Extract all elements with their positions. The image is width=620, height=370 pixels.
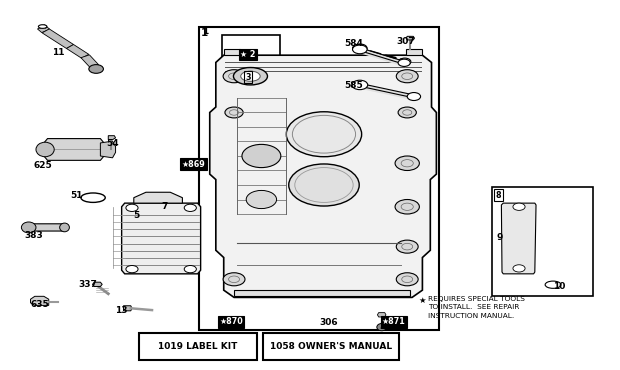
Text: 635: 635 xyxy=(30,300,49,309)
Polygon shape xyxy=(406,49,422,55)
Ellipse shape xyxy=(21,222,36,233)
Polygon shape xyxy=(108,136,115,139)
Ellipse shape xyxy=(395,156,419,171)
Text: 54: 54 xyxy=(106,139,119,148)
Ellipse shape xyxy=(241,71,260,81)
Ellipse shape xyxy=(377,323,386,331)
Polygon shape xyxy=(134,192,182,203)
Text: 307: 307 xyxy=(379,322,399,331)
Text: 8: 8 xyxy=(495,191,501,200)
Ellipse shape xyxy=(407,92,420,101)
Ellipse shape xyxy=(399,58,411,65)
Text: 337: 337 xyxy=(79,280,98,289)
Text: 51: 51 xyxy=(70,191,82,201)
Polygon shape xyxy=(123,306,132,311)
Polygon shape xyxy=(45,139,104,160)
Ellipse shape xyxy=(513,203,525,211)
Text: 306: 306 xyxy=(319,318,337,327)
Text: 7: 7 xyxy=(161,202,167,211)
Ellipse shape xyxy=(396,240,418,253)
Polygon shape xyxy=(502,203,536,274)
Ellipse shape xyxy=(246,191,277,209)
Polygon shape xyxy=(92,282,102,286)
Ellipse shape xyxy=(60,223,69,232)
Text: 584: 584 xyxy=(344,39,363,48)
Ellipse shape xyxy=(184,266,197,273)
Text: eReplacementParts.com: eReplacementParts.com xyxy=(216,178,404,192)
Polygon shape xyxy=(66,44,89,58)
Text: 307: 307 xyxy=(397,37,415,46)
Ellipse shape xyxy=(223,70,245,83)
Bar xyxy=(139,333,257,360)
Ellipse shape xyxy=(126,266,138,273)
Ellipse shape xyxy=(353,44,367,53)
Text: 1: 1 xyxy=(202,27,208,37)
Ellipse shape xyxy=(398,107,416,118)
Text: 383: 383 xyxy=(24,231,43,240)
Text: ★871: ★871 xyxy=(382,317,405,326)
Text: 1: 1 xyxy=(202,28,208,38)
Ellipse shape xyxy=(352,80,368,90)
Ellipse shape xyxy=(242,144,281,168)
Text: 13: 13 xyxy=(115,306,128,314)
Ellipse shape xyxy=(396,273,418,286)
Ellipse shape xyxy=(126,204,138,212)
Text: 11: 11 xyxy=(51,48,64,57)
Text: 5: 5 xyxy=(134,211,140,220)
Polygon shape xyxy=(37,26,50,33)
Ellipse shape xyxy=(513,265,525,272)
Ellipse shape xyxy=(234,67,267,85)
Bar xyxy=(222,34,280,91)
Bar xyxy=(263,333,399,360)
Text: 585: 585 xyxy=(344,81,363,90)
Ellipse shape xyxy=(38,25,47,28)
Text: ★869: ★869 xyxy=(182,159,205,168)
Text: ★ 2: ★ 2 xyxy=(241,50,256,59)
Ellipse shape xyxy=(184,204,197,212)
Polygon shape xyxy=(210,55,436,297)
Ellipse shape xyxy=(225,107,243,118)
Polygon shape xyxy=(224,49,240,55)
Text: 1019 LABEL KIT: 1019 LABEL KIT xyxy=(158,342,237,351)
Ellipse shape xyxy=(396,70,418,83)
Ellipse shape xyxy=(289,164,359,206)
Polygon shape xyxy=(234,290,410,296)
Polygon shape xyxy=(378,313,386,317)
Polygon shape xyxy=(42,29,74,48)
Text: 1058 OWNER'S MANUAL: 1058 OWNER'S MANUAL xyxy=(270,342,392,351)
Text: ★870: ★870 xyxy=(219,317,243,326)
Polygon shape xyxy=(100,141,115,158)
Ellipse shape xyxy=(89,65,104,73)
Text: 9: 9 xyxy=(497,233,503,242)
Text: 625: 625 xyxy=(33,161,52,169)
Polygon shape xyxy=(29,224,66,231)
Polygon shape xyxy=(406,36,415,40)
Text: ★: ★ xyxy=(418,296,426,305)
Text: REQUIRES SPECIAL TOOLS
TO INSTALL.  SEE REPAIR
INSTRUCTION MANUAL.: REQUIRES SPECIAL TOOLS TO INSTALL. SEE R… xyxy=(428,296,525,319)
Ellipse shape xyxy=(398,59,410,67)
Ellipse shape xyxy=(395,199,419,214)
Text: 3: 3 xyxy=(246,73,250,82)
Ellipse shape xyxy=(353,45,367,54)
Polygon shape xyxy=(122,203,201,274)
Bar xyxy=(492,187,593,296)
Bar xyxy=(200,27,440,330)
Ellipse shape xyxy=(286,112,361,157)
Ellipse shape xyxy=(223,273,245,286)
Ellipse shape xyxy=(36,142,54,157)
Polygon shape xyxy=(81,55,99,67)
Polygon shape xyxy=(30,296,49,305)
Text: 10: 10 xyxy=(553,282,565,291)
